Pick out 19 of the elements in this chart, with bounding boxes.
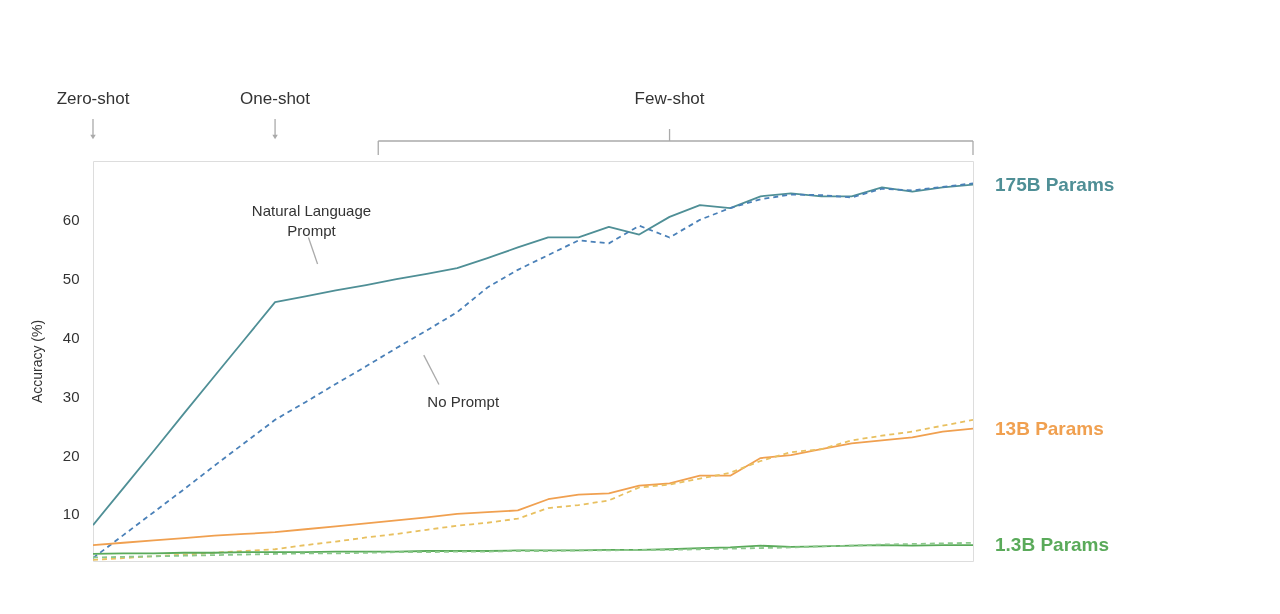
line-series [93,541,973,559]
y-tick-label: 60 [62,211,80,229]
y-tick-label: 10 [62,505,80,523]
series-label: 175B Params [995,173,1115,195]
y-tick-label: 20 [62,446,80,464]
y-tick-label: 50 [62,270,80,288]
line-series [93,427,973,547]
text: Zero-shot [56,89,130,108]
line-series [93,544,973,555]
series-label: 1.3B Params [995,534,1110,556]
annotation: Natural Language Prompt [251,202,372,239]
annotation: No Prompt [427,393,500,411]
line-series [93,418,973,561]
y-tick-label: 30 [62,387,80,405]
text: One-shot [240,89,311,108]
text: Few-shot [634,89,705,108]
y-axis-title: Accuracy (%) [28,319,45,404]
series-label: 13B Params [995,417,1104,439]
y-tick-label: 40 [62,328,80,346]
